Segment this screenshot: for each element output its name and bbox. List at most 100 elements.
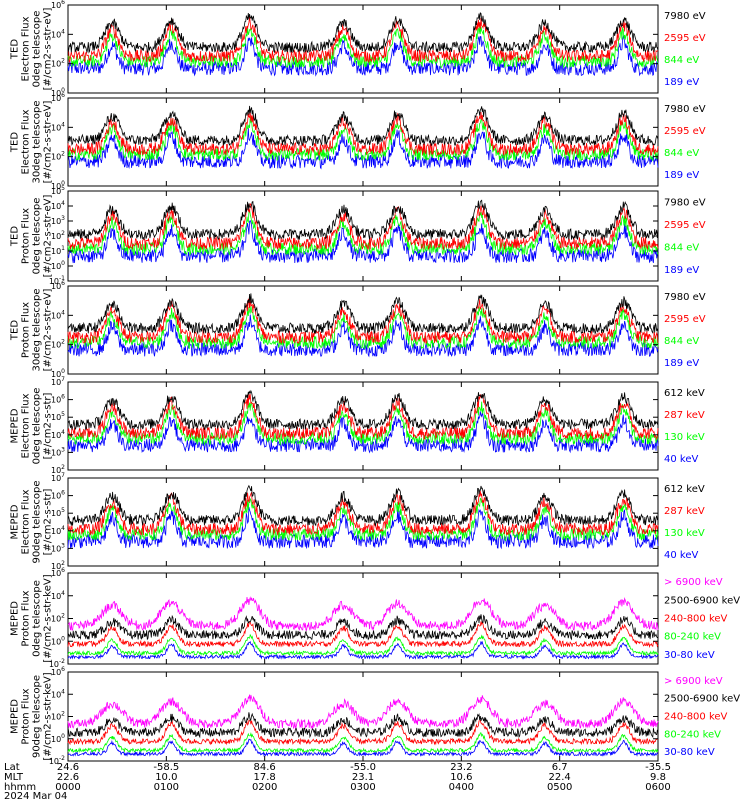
y-tick-label: 102 — [51, 151, 65, 162]
series-line-240-800-kev — [67, 621, 659, 649]
series-line-7980-ev — [67, 199, 659, 241]
series-line--6900-kev — [67, 694, 659, 730]
y-tick-label: 104 — [51, 121, 65, 132]
x-axis-value: 84.6 — [254, 762, 276, 773]
y-tick-label: 106 — [51, 567, 65, 578]
legend-entry: 7980 eV — [664, 11, 706, 22]
series-line-189-ev — [67, 314, 659, 358]
x-axis-value: 0000 — [55, 782, 80, 793]
x-axis-value: -58.5 — [153, 762, 179, 773]
legend-entry: 2595 eV — [664, 220, 706, 231]
legend-entry: 287 keV — [664, 506, 705, 517]
series-line-80-240-kev — [67, 731, 659, 754]
y-tick-label: 100 — [51, 733, 65, 744]
legend-entry: 2595 eV — [664, 314, 706, 325]
y-tick-label: 103 — [51, 446, 65, 457]
legend-entry: 7980 eV — [664, 104, 706, 115]
legend-entry: 612 keV — [664, 484, 705, 495]
x-axis-row-label: MLT — [4, 772, 24, 783]
legend-entry: > 6900 keV — [664, 577, 723, 588]
legend-entry: 80-240 keV — [664, 632, 721, 643]
y-tick-label: 105 — [51, 185, 65, 196]
y-tick-label: 10-1 — [49, 275, 65, 286]
legend-entry: 844 eV — [664, 55, 699, 66]
y-tick-label: 100 — [51, 87, 65, 98]
legend-entry: 189 eV — [664, 358, 699, 369]
y-tick-label: 102 — [51, 339, 65, 350]
date-label: 2024 Mar 04 — [4, 791, 67, 800]
panel-frame — [67, 285, 659, 375]
y-tick-label: 100 — [51, 635, 65, 646]
x-axis-row-label: hhmm — [4, 782, 36, 793]
series-line-2500-6900-kev — [67, 712, 659, 739]
legend-entry: 612 keV — [664, 388, 705, 399]
panel-frame — [67, 477, 659, 567]
y-tick-label: 104 — [51, 309, 65, 320]
x-axis-value: 0300 — [350, 782, 375, 793]
series-line-612-kev — [67, 484, 659, 527]
x-axis-value: 23.1 — [352, 772, 374, 783]
y-tick-label: 104 — [51, 200, 65, 211]
x-axis-value: 22.6 — [57, 772, 79, 783]
x-axis-value: 22.4 — [549, 772, 571, 783]
legend-entry: 844 eV — [664, 336, 699, 347]
y-tick-label: 100 — [51, 180, 65, 191]
y-tick-label: 101 — [51, 245, 65, 256]
series-line-2595-ev — [67, 203, 659, 251]
y-axis-label: MEPEDElectron Flux0deg telescope[#/cm2-s… — [10, 388, 54, 465]
legend-entry: 844 eV — [664, 148, 699, 159]
y-tick-label: 106 — [51, 666, 65, 677]
y-tick-label: 10-2 — [49, 755, 65, 766]
x-axis-value: 0600 — [645, 782, 670, 793]
y-axis-label: TEDElectron Flux0deg telescope[#/cm2-s-s… — [10, 8, 54, 91]
y-tick-label: 105 — [51, 411, 65, 422]
y-axis-label: MEPEDProton Flux90deg telescope[#/cm2-s-… — [10, 672, 54, 760]
legend-entry: 2500-6900 keV — [664, 694, 740, 705]
legend-entry: 240-800 keV — [664, 712, 728, 723]
series-line-287-kev — [67, 490, 659, 536]
legend-entry: 2500-6900 keV — [664, 595, 740, 606]
x-axis-value: -35.5 — [645, 762, 671, 773]
legend-entry: 130 keV — [664, 432, 705, 443]
x-axis-value: 0200 — [252, 782, 277, 793]
series-line-2595-ev — [67, 111, 659, 157]
y-tick-label: 100 — [51, 368, 65, 379]
series-line-30-80-kev — [67, 640, 659, 660]
legend-entry: 130 keV — [664, 528, 705, 539]
legend-entry: 30-80 keV — [664, 650, 715, 661]
series-line-2500-6900-kev — [67, 614, 659, 641]
x-axis-value: 10.0 — [155, 772, 177, 783]
x-axis-row-label: Lat — [4, 762, 20, 773]
y-tick-label: 104 — [51, 525, 65, 536]
legend-entry: 2595 eV — [664, 33, 706, 44]
y-tick-label: 10-2 — [49, 658, 65, 669]
x-axis-value: 0500 — [547, 782, 572, 793]
series-line-287-kev — [67, 393, 659, 441]
y-axis-label: MEPEDProton Flux0deg telescope[#/cm2-s-s… — [10, 574, 54, 662]
series-line-7980-ev — [67, 293, 659, 335]
series-line-2595-ev — [67, 16, 659, 64]
series-line-240-800-kev — [67, 719, 659, 746]
y-tick-label: 106 — [51, 490, 65, 501]
y-axis-label: TEDProton Flux0deg telescope[#/cm2-s-str… — [10, 195, 54, 278]
series-line-7980-ev — [67, 105, 659, 147]
y-tick-label: 102 — [51, 230, 65, 241]
series-line-2595-ev — [67, 297, 659, 345]
series-line-7980-ev — [67, 12, 659, 54]
series-line-130-kev — [67, 401, 659, 446]
legend-entry: 7980 eV — [664, 292, 706, 303]
legend-entry: 2595 eV — [664, 126, 706, 137]
series-line--6900-kev — [67, 596, 659, 632]
y-axis-label: TEDProton Flux30deg telescope[#/cm2-s-st… — [10, 288, 54, 371]
y-tick-label: 103 — [51, 542, 65, 553]
x-axis-value: 6.7 — [552, 762, 568, 773]
legend-entry: 240-800 keV — [664, 614, 728, 625]
